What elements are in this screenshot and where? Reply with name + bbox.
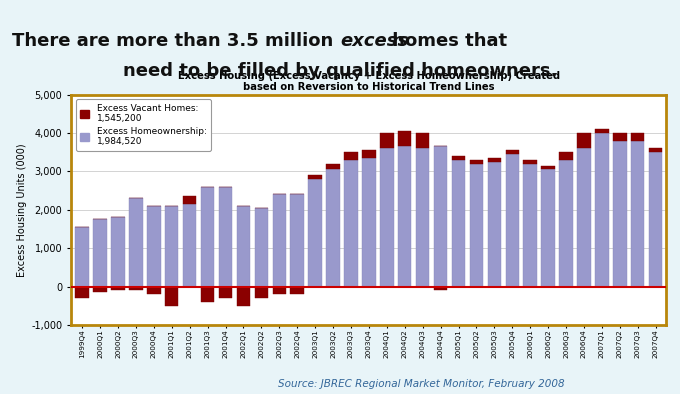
Bar (254, 208, 268, 287)
Bar (470, 160, 483, 164)
Legend: Excess Vacant Homes:
1,545,200, Excess Homeownership:
1,984,520: Excess Vacant Homes: 1,545,200, Excess H… (76, 99, 211, 151)
Bar (398, 147, 411, 287)
Bar (112, 287, 124, 290)
Bar (273, 287, 286, 294)
Bar (201, 287, 214, 302)
Bar (273, 195, 286, 287)
Bar (631, 141, 645, 287)
Text: need to be filled by qualified homeowners.: need to be filled by qualified homeowner… (123, 62, 557, 80)
Bar (129, 287, 143, 290)
Bar (309, 175, 322, 179)
Bar (75, 287, 89, 298)
Text: Source: JBREC Regional Market Monitor, February 2008: Source: JBREC Regional Market Monitor, F… (278, 379, 565, 389)
Text: excess: excess (340, 32, 408, 50)
Bar (398, 131, 411, 147)
Bar (560, 152, 573, 160)
Bar (613, 141, 626, 287)
Bar (219, 187, 233, 287)
Bar (254, 287, 268, 298)
Bar (93, 287, 107, 292)
Bar (237, 206, 250, 287)
Bar (416, 149, 429, 287)
Text: homes that: homes that (386, 32, 507, 50)
Bar (219, 287, 233, 298)
Bar (577, 133, 591, 149)
Bar (344, 152, 358, 160)
Bar (165, 206, 178, 287)
Bar (309, 179, 322, 287)
Bar (524, 164, 537, 287)
Bar (344, 160, 358, 287)
Bar (595, 133, 609, 287)
Bar (541, 165, 555, 169)
Title: Excess Housing (Excess Vacancy + Excess Homeownership) Created
based on Reversio: Excess Housing (Excess Vacancy + Excess … (178, 71, 560, 93)
Bar (452, 156, 465, 160)
Bar (201, 187, 214, 287)
Bar (147, 287, 160, 294)
Bar (577, 149, 591, 287)
Y-axis label: Excess Housing Units (000): Excess Housing Units (000) (17, 143, 27, 277)
Bar (613, 133, 626, 141)
Bar (165, 287, 178, 306)
Bar (237, 287, 250, 306)
Bar (183, 196, 197, 204)
Bar (93, 219, 107, 287)
Bar (560, 160, 573, 287)
Bar (488, 162, 501, 287)
Bar (649, 152, 662, 287)
Text: There are more than 3.5 million: There are more than 3.5 million (12, 32, 340, 50)
Bar (75, 227, 89, 287)
Bar (416, 133, 429, 149)
Bar (434, 147, 447, 287)
Bar (505, 154, 519, 287)
Bar (362, 150, 375, 158)
Bar (326, 169, 340, 287)
Bar (452, 160, 465, 287)
Bar (326, 164, 340, 169)
Bar (290, 195, 304, 287)
Bar (505, 150, 519, 154)
Bar (470, 164, 483, 287)
Bar (488, 158, 501, 162)
Bar (524, 160, 537, 164)
Bar (362, 158, 375, 287)
Bar (290, 287, 304, 294)
Bar (380, 149, 394, 287)
Bar (541, 169, 555, 287)
Bar (434, 287, 447, 290)
Bar (380, 133, 394, 149)
Bar (649, 149, 662, 152)
Bar (595, 129, 609, 133)
Bar (129, 198, 143, 287)
Bar (112, 217, 124, 287)
Bar (147, 206, 160, 287)
Bar (631, 133, 645, 141)
Bar (183, 204, 197, 287)
